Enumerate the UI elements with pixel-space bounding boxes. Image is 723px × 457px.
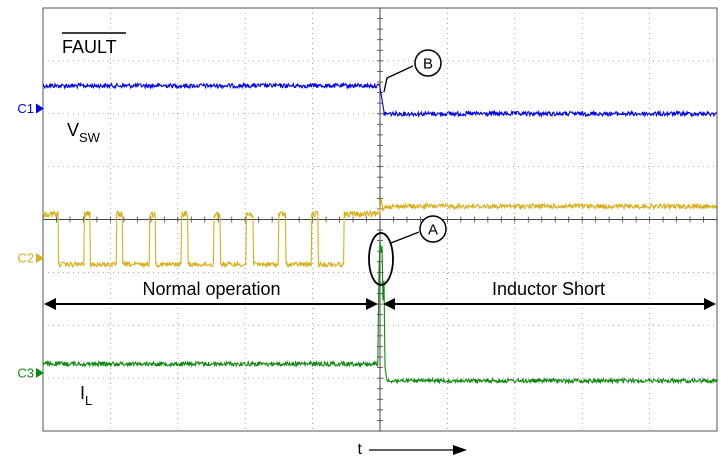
region-label-normal-operation: Normal operation [142,279,280,299]
time-arrow-head [453,445,467,455]
region-label-inductor-short: Inductor Short [492,279,605,299]
annotation-a-leader [390,231,420,244]
annotation-b-leader [383,65,414,93]
region-arrow-inductor-short-head-left [383,298,395,310]
traces [42,81,718,385]
annotation-a-label: A [428,222,438,239]
channel-marker-c1: C1 [17,101,44,116]
region-arrow-inductor-short-head-right [704,298,716,310]
trace-fault [42,81,717,118]
channel-label-fault: FAULT [62,37,117,57]
channel-marker-c2: C2 [17,251,44,266]
annotation-b-label: B [423,56,433,73]
svg-text:C2: C2 [17,251,34,266]
channel-label-il: IL [80,383,92,408]
channel-marker-c3: C3 [17,365,44,380]
time-axis-arrow [369,445,467,455]
svg-text:C1: C1 [17,101,34,116]
annotations: AB [44,49,716,310]
time-axis-label: t [358,441,363,457]
annotation-a-ellipse [368,232,394,286]
svg-text:C3: C3 [17,365,34,380]
channel-label-vsw: VSW [67,120,101,145]
grid [42,7,718,432]
trace-il [42,240,718,385]
trace-vsw [42,198,717,269]
annotation-a-circle [419,215,447,243]
region-arrow-normal-operation-head-left [44,298,56,310]
region-arrow-normal-operation-head-right [366,298,378,310]
annotation-b-circle [414,49,442,77]
